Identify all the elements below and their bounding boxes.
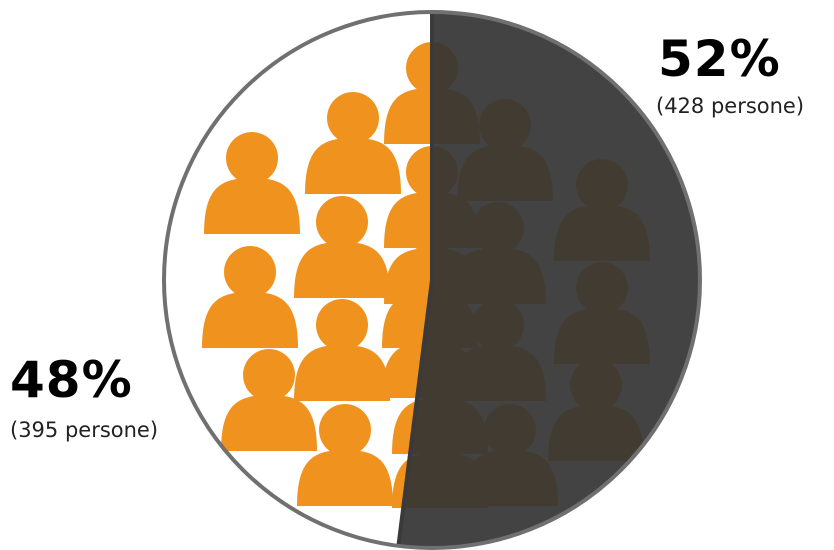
person-icon: [297, 404, 393, 506]
person-icon: [221, 349, 317, 451]
person-icon: [294, 196, 390, 298]
pie-outline: [162, 10, 702, 550]
slice-52-count-label: (428 persone): [656, 94, 805, 118]
person-icon: [204, 132, 300, 234]
person-icon: [305, 92, 401, 194]
slice-48-count-label: (395 persone): [10, 418, 159, 442]
pie-slice-52: [398, 12, 700, 548]
person-icon: [202, 246, 298, 348]
slice-48-percent-label: 48%: [10, 351, 133, 409]
person-icon: [294, 299, 390, 401]
slice-52-percent-label: 52%: [658, 30, 781, 88]
pie-divider: [396, 12, 434, 547]
